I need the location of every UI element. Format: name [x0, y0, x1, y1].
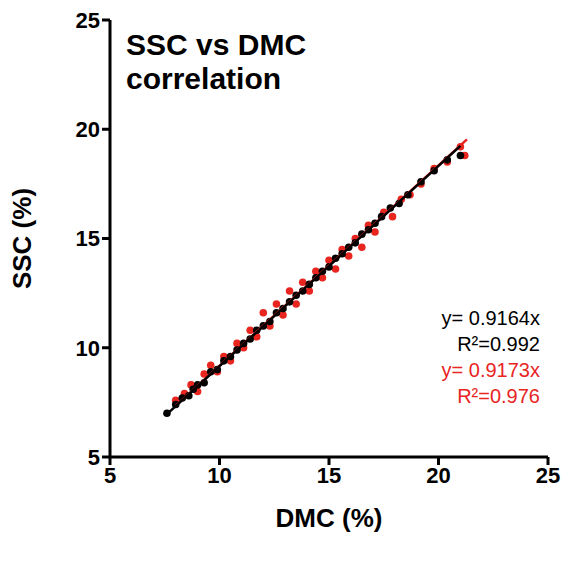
svg-text:25: 25: [76, 8, 100, 33]
html-text:R²=0.976: R²=0.976: [457, 385, 540, 407]
svg-text:DMC (%): DMC (%): [276, 503, 383, 533]
svg-text:10: 10: [207, 463, 231, 488]
svg-text:5: 5: [88, 445, 100, 470]
svg-text:10: 10: [76, 336, 100, 361]
svg-text:15: 15: [317, 463, 341, 488]
html-text:y= 0.9164x: y= 0.9164x: [441, 307, 540, 329]
html-text:R²=0.992: R²=0.992: [457, 333, 540, 355]
html-text:y= 0.9173x: y= 0.9173x: [441, 359, 540, 381]
svg-text:20: 20: [76, 117, 100, 142]
html-text:SSC vs DMC correlation: SSC vs DMC correlation: [126, 28, 306, 95]
svg-text:20: 20: [426, 463, 450, 488]
svg-text:SSC (%): SSC (%): [7, 188, 37, 289]
svg-text:5: 5: [104, 463, 116, 488]
svg-text:15: 15: [76, 226, 100, 251]
svg-text:25: 25: [536, 463, 560, 488]
